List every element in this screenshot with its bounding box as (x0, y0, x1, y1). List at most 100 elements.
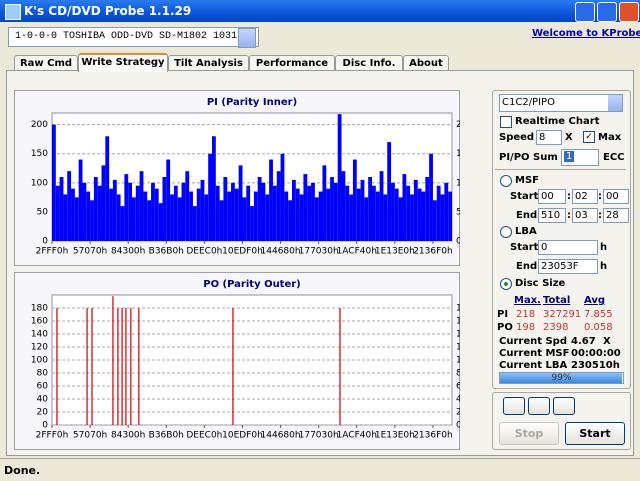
speed-input[interactable]: 8 (536, 130, 562, 145)
bar (349, 194, 353, 241)
maximize-button[interactable] (597, 2, 617, 22)
end-label: End (516, 210, 538, 221)
bar (383, 194, 388, 241)
start-label: Start (510, 191, 539, 202)
stop-button[interactable]: Stop (499, 422, 559, 445)
bar (139, 171, 144, 241)
stats-row-label: PI (497, 309, 509, 320)
msf-radio[interactable] (500, 175, 512, 187)
y-tick-label: 0 (42, 421, 48, 431)
bar (67, 171, 72, 241)
x-tick-label: 57070h (73, 431, 107, 441)
bar (425, 177, 430, 241)
bar (360, 179, 365, 241)
bar (204, 194, 209, 241)
bar (173, 185, 178, 241)
start-label: Start (510, 242, 539, 253)
msf-input[interactable]: 28 (603, 208, 629, 223)
msf-input[interactable]: 00 (603, 189, 629, 204)
y2-tick-label: 200 (456, 120, 460, 130)
close-button[interactable] (619, 2, 639, 22)
bar (82, 182, 87, 241)
msf-value: 00 (541, 191, 554, 202)
bar (158, 203, 163, 241)
tab[interactable]: Performance (249, 55, 335, 71)
bar (231, 182, 235, 241)
x-tick-label: 2FFF0h (36, 247, 69, 257)
status-bar (0, 458, 640, 481)
tab[interactable]: Raw Cmd (14, 55, 78, 71)
mode-select[interactable]: C1C2/PIPO (499, 94, 623, 112)
chart-title: PI (Parity Inner) (207, 97, 297, 108)
lba-value: 0 (541, 242, 548, 253)
tab[interactable]: Tilt Analysis (168, 55, 249, 71)
start-button[interactable]: Start (565, 422, 625, 445)
tab[interactable]: About (403, 55, 449, 71)
bar (132, 197, 136, 241)
bar (280, 153, 285, 241)
save-button[interactable] (528, 397, 550, 415)
bar (71, 188, 75, 241)
bar (105, 136, 110, 241)
x-tick-label: 1E13E0h (375, 247, 415, 257)
y2-tick-label: 80 (456, 369, 460, 379)
dropdown-button[interactable] (238, 28, 256, 48)
realtime-checkbox[interactable] (500, 116, 512, 128)
disc-size-radio[interactable] (500, 278, 512, 290)
stats-cell: 218 (516, 309, 536, 320)
bar (196, 188, 201, 241)
bar (375, 191, 380, 241)
msf-input[interactable]: 510 (538, 208, 566, 223)
tab-selected[interactable]: Write Strategy (78, 53, 168, 72)
bar (406, 185, 411, 241)
bar (116, 194, 121, 241)
bar (330, 177, 334, 241)
y2-tick-label: 50 (456, 207, 460, 217)
bar (128, 182, 132, 241)
x-tick-label: 1ACF40h (337, 247, 377, 257)
bar (276, 171, 281, 241)
device-select[interactable]: 1-0-0-0 TOSHIBA ODD-DVD SD-M1802 1031 (8, 27, 259, 47)
dropdown-button[interactable] (608, 95, 622, 111)
bar (326, 188, 331, 241)
msf-input[interactable]: 02 (572, 189, 598, 204)
speed-unit: X (565, 132, 573, 143)
mode-text: C1C2/PIPO (502, 97, 555, 108)
max-label: Max (598, 132, 622, 143)
current-label: Current Spd (499, 336, 568, 347)
y2-tick-label: 150 (456, 149, 460, 159)
bar (448, 191, 452, 241)
bar (246, 185, 251, 241)
bar (352, 159, 357, 241)
x-tick-label: 2136F0h (413, 431, 453, 441)
msf-input[interactable]: 00 (538, 189, 566, 204)
y2-tick-label: 100 (456, 178, 460, 188)
bar (311, 182, 315, 241)
lba-input[interactable]: 23053F (538, 259, 598, 274)
sum-select[interactable]: 1 (561, 149, 599, 166)
kprobe-link[interactable]: Welcome to KProbe (532, 28, 640, 39)
y-tick-label: 100 (31, 356, 48, 366)
bar (337, 114, 342, 241)
bar (402, 174, 407, 241)
x-tick-label: 2136F0h (413, 247, 453, 257)
bar (288, 200, 292, 241)
max-checkbox[interactable]: ✓ (583, 131, 595, 143)
stats-cell: 0.058 (584, 322, 613, 333)
y2-tick-label: 0 (456, 237, 460, 247)
tab[interactable]: Disc Info. (335, 55, 403, 71)
bar (333, 182, 338, 241)
print-button[interactable] (503, 397, 525, 415)
settings-group (492, 90, 631, 389)
colon: : (567, 210, 571, 221)
progress-label: 99% (551, 373, 572, 383)
bar (322, 165, 327, 241)
msf-input[interactable]: 03 (572, 208, 598, 223)
lba-input[interactable]: 0 (538, 240, 598, 255)
lba-radio[interactable] (500, 226, 512, 238)
bar (394, 188, 399, 241)
open-button[interactable] (553, 397, 575, 415)
separator (495, 169, 626, 170)
msf-label: MSF (515, 175, 539, 186)
minimize-button[interactable] (575, 2, 595, 22)
